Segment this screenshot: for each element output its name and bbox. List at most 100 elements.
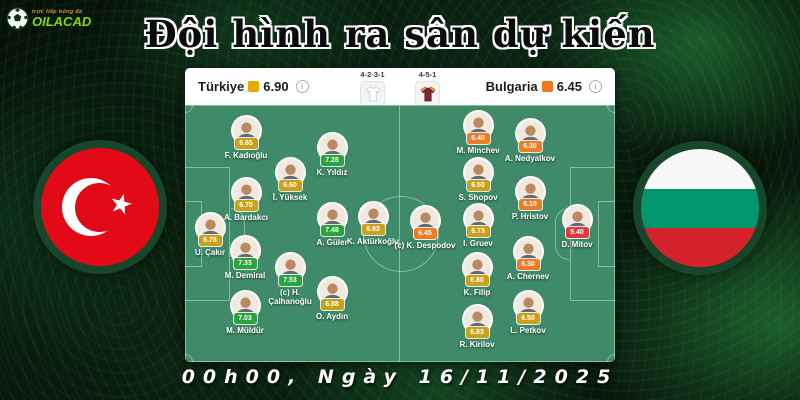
- player-rating-badge: 6.80: [465, 275, 489, 286]
- player-name: L. Petkov: [510, 326, 546, 335]
- player-card[interactable]: 7.48 A. Güler: [293, 204, 371, 247]
- lineup-card: Türkiye 6.90 i 4-2-3-1 4-5-1: [185, 68, 615, 362]
- bulgaria-flag: [633, 141, 767, 275]
- away-formation: 4-5-1: [406, 70, 450, 106]
- player-name: (c) K. Despodov: [394, 241, 456, 250]
- player-card[interactable]: 6.40 M. Minchev: [439, 112, 517, 155]
- player-rating-badge: 6.40: [466, 133, 490, 144]
- player-rating-badge: 6.65: [234, 138, 258, 149]
- player-card[interactable]: 6.83 R. Kirilov: [438, 306, 516, 349]
- info-icon[interactable]: i: [589, 80, 602, 93]
- home-kit-icon: [360, 81, 385, 106]
- pitch: 6.78 U. Çakır 6.65 F. Kadıoğlu 6.70 A. Bardak…: [185, 105, 615, 362]
- corner-arc: [607, 354, 615, 362]
- player-rating-badge: 6.10: [518, 199, 542, 210]
- player-card[interactable]: 6.80 K. Filip: [438, 254, 516, 297]
- home-formation: 4-2-3-1: [351, 70, 395, 106]
- player-rating-badge: 7.48: [320, 225, 344, 236]
- home-team-header: Türkiye 6.90 i: [198, 78, 309, 94]
- player-rating-badge: 6.73: [466, 226, 490, 237]
- player-rating-badge: 6.70: [234, 200, 258, 211]
- turkey-flag: ★: [33, 140, 167, 274]
- formations: 4-2-3-1 4-5-1: [185, 70, 615, 106]
- player-card[interactable]: 7.33 M. Demiral: [206, 237, 284, 280]
- player-name: M. Demiral: [224, 271, 266, 280]
- player-rating-badge: 6.78: [198, 235, 222, 246]
- player-card[interactable]: 6.60 İ. Yüksek: [251, 159, 329, 202]
- player-rating-badge: 6.60: [278, 180, 302, 191]
- player-name: F. Kadıoğlu: [224, 151, 268, 160]
- away-team-swatch: [541, 81, 553, 92]
- player-rating-badge: 6.30: [518, 141, 542, 152]
- player-rating-badge: 7.28: [320, 155, 344, 166]
- player-name: I. Gruev: [463, 239, 493, 248]
- player-name: U. Çakır: [194, 248, 226, 257]
- player-rating-badge: 6.45: [413, 228, 437, 239]
- player-rating-badge: 5.40: [565, 227, 589, 238]
- player-card[interactable]: 6.65 F. Kadıoğlu: [207, 117, 285, 160]
- player-name: R. Kirilov: [459, 340, 495, 349]
- away-team-header: Bulgaria 6.45 i: [485, 78, 602, 94]
- crescent-icon: [62, 178, 124, 236]
- player-rating-badge: 6.50: [516, 313, 540, 324]
- player-card[interactable]: 6.30 A. Chernev: [489, 238, 567, 281]
- logo-tagline: trực tiếp bóng đá: [32, 9, 83, 15]
- away-team-name: Bulgaria: [485, 78, 538, 94]
- home-team-rating: 6.90: [263, 78, 289, 94]
- player-name: M. Minchev: [456, 146, 500, 155]
- pitch-boundary-line: [185, 105, 615, 362]
- player-name: A. Güler: [316, 238, 348, 247]
- player-name: M. Müldür: [226, 326, 264, 335]
- lineup-card-header: Türkiye 6.90 i 4-2-3-1 4-5-1: [185, 68, 615, 106]
- kickoff-datetime: 00h00, Ngày 16/11/2025: [181, 366, 619, 388]
- player-card[interactable]: 6.78 U. Çakır: [185, 214, 249, 257]
- player-name: A. Nedyalkov: [504, 154, 556, 163]
- player-card[interactable]: 6.73 I. Gruev: [439, 205, 517, 248]
- penalty-box-left: [185, 167, 230, 301]
- player-card[interactable]: 6.88 O. Aydın: [293, 278, 371, 321]
- away-formation-label: 4-5-1: [418, 70, 437, 79]
- player-rating-badge: 6.30: [516, 259, 540, 270]
- home-team-swatch: [248, 81, 260, 92]
- player-name: S. Shopov: [458, 193, 498, 202]
- player-name: D. Mitov: [561, 240, 593, 249]
- player-card[interactable]: 6.70 A. Bardakcı: [207, 179, 285, 222]
- site-logo: trực tiếp bóng đá OILACAD: [6, 7, 91, 30]
- player-name: O. Aydın: [315, 312, 349, 321]
- info-icon[interactable]: i: [295, 80, 309, 93]
- player-card[interactable]: 6.50 L. Petkov: [489, 292, 567, 335]
- player-name: İ. Yüksek: [272, 193, 308, 202]
- player-rating-badge: 7.53: [278, 275, 302, 286]
- player-rating-badge: 7.33: [233, 258, 257, 269]
- home-team-name: Türkiye: [198, 78, 245, 94]
- logo-name: OILACAD: [32, 14, 92, 29]
- player-rating-badge: 6.88: [320, 299, 344, 310]
- player-card[interactable]: 5.40 D. Mitov: [538, 206, 615, 249]
- player-name: K. Aktürkoğlu: [346, 237, 400, 246]
- player-name: K. Filip: [463, 288, 491, 297]
- player-card[interactable]: 7.28 K. Yıldız: [293, 134, 371, 177]
- player-name: (c) H. Çalhanoğlu: [268, 288, 312, 306]
- player-card[interactable]: 6.45 (c) K. Despodov: [386, 207, 464, 250]
- player-name: A. Bardakcı: [223, 213, 269, 222]
- player-rating-badge: 7.03: [233, 313, 257, 324]
- away-team-rating: 6.45: [556, 78, 582, 94]
- player-rating-badge: 6.50: [466, 180, 490, 191]
- player-rating-badge: 6.93: [361, 224, 385, 235]
- player-name: P. Hristov: [511, 212, 549, 221]
- soccer-ball-icon: [6, 7, 29, 30]
- player-card[interactable]: 6.10 P. Hristov: [491, 178, 569, 221]
- player-name: K. Yıldız: [316, 168, 348, 177]
- goal-box-right: [598, 201, 615, 267]
- page-title: Đội hình ra sân dự kiến: [144, 12, 656, 56]
- home-formation-label: 4-2-3-1: [360, 70, 385, 79]
- player-card[interactable]: 7.53 (c) H. Çalhanoğlu: [251, 254, 329, 306]
- player-card[interactable]: 7.03 M. Müldür: [206, 292, 284, 335]
- player-card[interactable]: 6.93 K. Aktürkoğlu: [334, 203, 412, 246]
- player-name: A. Chernev: [506, 272, 550, 281]
- away-kit-icon: [415, 81, 440, 106]
- player-rating-badge: 6.83: [465, 327, 489, 338]
- player-card[interactable]: 6.30 A. Nedyalkov: [491, 120, 569, 163]
- player-card[interactable]: 6.50 S. Shopov: [439, 159, 517, 202]
